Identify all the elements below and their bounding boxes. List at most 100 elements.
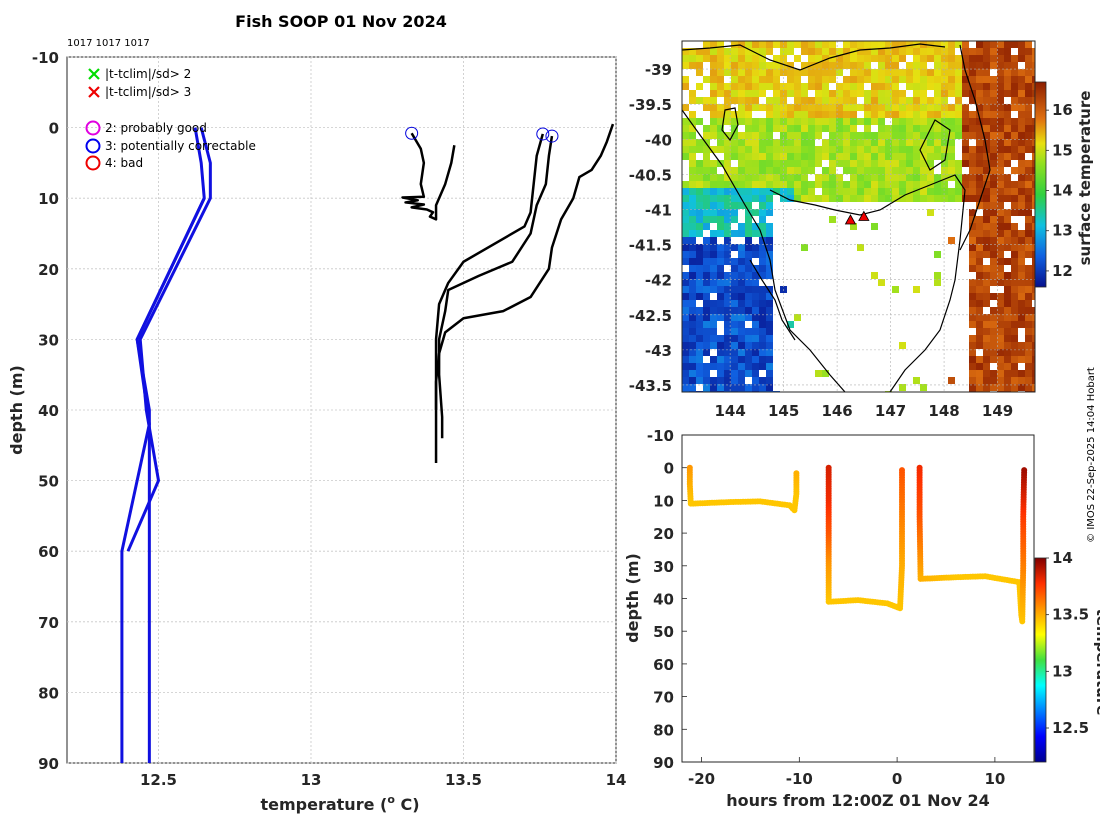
sst-cell bbox=[1004, 104, 1011, 111]
sst-cell bbox=[1011, 62, 1018, 69]
sst-cell bbox=[857, 146, 864, 153]
sst-cell bbox=[1032, 377, 1035, 384]
sst-cell bbox=[885, 125, 892, 132]
sst-cell bbox=[892, 41, 899, 48]
sst-cell bbox=[703, 363, 710, 370]
sst-cell bbox=[696, 188, 703, 195]
sst-cell bbox=[829, 216, 836, 223]
sst-cell bbox=[941, 104, 948, 111]
sst-cell bbox=[934, 279, 941, 286]
sst-cell bbox=[815, 62, 822, 69]
profile-3-flag-marker bbox=[545, 129, 559, 143]
sst-cell bbox=[843, 48, 850, 55]
sst-cell bbox=[983, 209, 990, 216]
sst-cell bbox=[997, 104, 1004, 111]
sst-cell bbox=[906, 181, 913, 188]
track-1-point bbox=[793, 470, 800, 477]
sst-cell bbox=[1004, 195, 1011, 202]
sst-cell bbox=[794, 90, 801, 97]
sst-cell bbox=[1004, 160, 1011, 167]
sst-cell bbox=[962, 76, 969, 83]
sst-cell bbox=[766, 265, 773, 272]
sst-cell bbox=[1011, 125, 1018, 132]
sst-cell bbox=[899, 111, 906, 118]
sst-cell bbox=[836, 174, 843, 181]
sst-cell bbox=[990, 160, 997, 167]
sst-cell bbox=[745, 230, 752, 237]
sst-cell bbox=[815, 146, 822, 153]
sst-cell bbox=[934, 48, 941, 55]
sst-cell bbox=[997, 335, 1004, 342]
sst-cell bbox=[997, 132, 1004, 139]
sst-cell bbox=[766, 237, 773, 244]
sst-cell bbox=[682, 153, 689, 160]
sst-cell bbox=[794, 125, 801, 132]
sst-cell bbox=[864, 62, 871, 69]
sst-cell bbox=[892, 132, 899, 139]
sst-cell bbox=[703, 307, 710, 314]
sst-cell bbox=[773, 174, 780, 181]
sst-cell bbox=[759, 384, 766, 391]
sst-cell bbox=[759, 55, 766, 62]
sst-cell bbox=[997, 384, 1004, 391]
sst-cell bbox=[976, 265, 983, 272]
sst-cell bbox=[1025, 188, 1032, 195]
sst-cell bbox=[899, 167, 906, 174]
sst-cell bbox=[976, 202, 983, 209]
sst-cell bbox=[829, 195, 836, 202]
sst-cell bbox=[717, 307, 724, 314]
sst-cell bbox=[997, 293, 1004, 300]
sst-cell bbox=[962, 139, 969, 146]
climatology-lines bbox=[120, 127, 212, 763]
sst-cell bbox=[864, 125, 871, 132]
sst-cell bbox=[1032, 265, 1035, 272]
sst-cell bbox=[717, 363, 724, 370]
sst-cell bbox=[717, 286, 724, 293]
sst-cell bbox=[1018, 132, 1025, 139]
sst-cell bbox=[836, 118, 843, 125]
sst-cell bbox=[808, 195, 815, 202]
sst-cell bbox=[780, 153, 787, 160]
sst-cell bbox=[745, 181, 752, 188]
sst-cell bbox=[696, 293, 703, 300]
track-2-point bbox=[899, 467, 905, 474]
sst-cell bbox=[696, 363, 703, 370]
sst-cell bbox=[731, 272, 738, 279]
sst-cell bbox=[997, 370, 1004, 377]
coastline-mainland bbox=[682, 109, 846, 392]
sst-cell bbox=[1011, 230, 1018, 237]
sst-cell bbox=[682, 48, 689, 55]
sst-cell bbox=[983, 83, 990, 90]
sst-cell bbox=[794, 314, 801, 321]
track-3-point bbox=[1021, 467, 1028, 474]
sst-cell bbox=[1032, 125, 1035, 132]
sst-cell bbox=[983, 125, 990, 132]
sst-cell bbox=[934, 69, 941, 76]
sst-cell bbox=[871, 167, 878, 174]
sst-cell bbox=[766, 342, 773, 349]
sst-cell bbox=[696, 83, 703, 90]
sst-cell bbox=[738, 328, 745, 335]
sst-cell bbox=[983, 55, 990, 62]
sst-cell bbox=[815, 90, 822, 97]
sst-cell bbox=[864, 160, 871, 167]
sst-colorbar-tick-label: 15 bbox=[1052, 141, 1073, 159]
sst-cell bbox=[1011, 363, 1018, 370]
sst-cell bbox=[836, 111, 843, 118]
sst-cell bbox=[801, 153, 808, 160]
sst-cell bbox=[682, 328, 689, 335]
sst-colorbar-tick-label: 13 bbox=[1052, 222, 1073, 240]
sst-cell bbox=[976, 97, 983, 104]
sst-cell bbox=[745, 118, 752, 125]
sst-cell bbox=[696, 335, 703, 342]
sst-cell bbox=[913, 111, 920, 118]
sst-cell bbox=[822, 139, 829, 146]
sst-cell bbox=[990, 111, 997, 118]
sst-cell bbox=[703, 293, 710, 300]
sst-cell bbox=[941, 111, 948, 118]
sst-cell bbox=[1025, 307, 1032, 314]
sst-cell bbox=[885, 90, 892, 97]
sst-cell bbox=[766, 286, 773, 293]
sst-cell bbox=[997, 125, 1004, 132]
